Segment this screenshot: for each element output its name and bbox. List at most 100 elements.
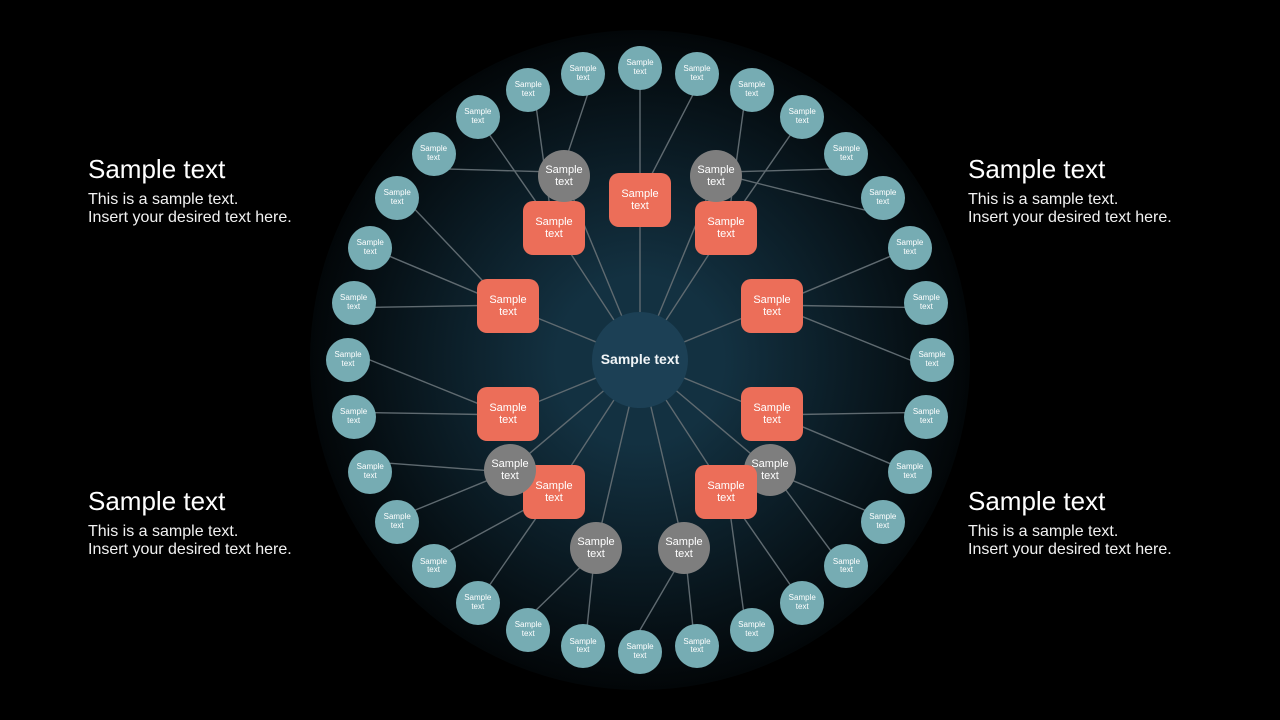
mid-node-10: Sample text [477,387,539,441]
outer-node-17-label: Sample text [565,638,601,656]
outer-node-19: Sample text [456,581,500,625]
outer-node-9: Sample text [904,395,948,439]
outer-node-22: Sample text [348,450,392,494]
outer-node-2-label: Sample text [734,81,770,99]
outer-node-22-label: Sample text [352,463,388,481]
mid-node-12-label: Sample text [527,216,581,240]
outer-node-7: Sample text [904,281,948,325]
outer-node-18: Sample text [506,608,550,652]
mid-node-3: Sample text [741,387,803,441]
outer-node-25-label: Sample text [336,294,372,312]
mid-node-11-label: Sample text [481,294,535,318]
outer-node-13: Sample text [780,581,824,625]
mid-node-13-label: Sample text [542,164,586,188]
mid-node-0: Sample text [609,173,671,227]
outer-node-4-label: Sample text [828,145,864,163]
mid-node-6-label: Sample text [662,536,706,560]
outer-node-16: Sample text [618,630,662,674]
outer-node-10-label: Sample text [892,463,928,481]
outer-node-20: Sample text [412,544,456,588]
outer-node-29-label: Sample text [460,108,496,126]
outer-node-27: Sample text [375,176,419,220]
mid-node-14: Sample text [690,150,742,202]
outer-node-23: Sample text [332,395,376,439]
outer-node-4: Sample text [824,132,868,176]
outer-node-5: Sample text [861,176,905,220]
caption-1-title: Sample text [968,154,1172,185]
mid-node-12: Sample text [523,201,585,255]
outer-node-11: Sample text [861,500,905,544]
outer-node-21: Sample text [375,500,419,544]
outer-node-20-label: Sample text [416,558,452,576]
outer-node-6: Sample text [888,226,932,270]
center-node: Sample text [592,312,688,408]
mid-node-2-label: Sample text [745,294,799,318]
mid-node-5: Sample text [695,465,757,519]
outer-node-14: Sample text [730,608,774,652]
outer-node-30: Sample text [506,68,550,112]
outer-node-23-label: Sample text [336,408,372,426]
outer-node-9-label: Sample text [908,408,944,426]
outer-node-16-label: Sample text [622,643,658,661]
outer-node-1-label: Sample text [679,65,715,83]
outer-node-27-label: Sample text [379,189,415,207]
outer-node-14-label: Sample text [734,621,770,639]
mid-node-5-label: Sample text [699,480,753,504]
outer-node-26-label: Sample text [352,239,388,257]
caption-2-body: This is a sample text. Insert your desir… [968,523,1172,559]
outer-node-10: Sample text [888,450,932,494]
outer-node-8: Sample text [910,338,954,382]
outer-node-25: Sample text [332,281,376,325]
outer-node-7-label: Sample text [908,294,944,312]
caption-0-title: Sample text [88,154,292,185]
mid-node-7-label: Sample text [574,536,618,560]
caption-1: Sample text This is a sample text. Insert… [968,154,1172,227]
caption-0-body: This is a sample text. Insert your desir… [88,191,292,227]
outer-node-29: Sample text [456,95,500,139]
outer-node-0-label: Sample text [622,59,658,77]
mid-node-13: Sample text [538,150,590,202]
outer-node-28-label: Sample text [416,145,452,163]
outer-node-8-label: Sample text [914,351,950,369]
outer-node-12-label: Sample text [828,558,864,576]
caption-2: Sample text This is a sample text. Insert… [968,486,1172,559]
caption-1-body: This is a sample text. Insert your desir… [968,191,1172,227]
outer-node-2: Sample text [730,68,774,112]
outer-node-5-label: Sample text [865,189,901,207]
outer-node-0: Sample text [618,46,662,90]
mid-node-14-label: Sample text [694,164,738,188]
mid-node-8-label: Sample text [527,480,581,504]
mid-node-0-label: Sample text [613,188,667,212]
outer-node-18-label: Sample text [510,621,546,639]
mid-node-3-label: Sample text [745,402,799,426]
outer-node-13-label: Sample text [784,594,820,612]
mid-node-9-label: Sample text [488,458,532,482]
outer-node-26: Sample text [348,226,392,270]
outer-node-31-label: Sample text [565,65,601,83]
caption-0: Sample text This is a sample text. Insert… [88,154,292,227]
diagram-stage: Sample text Sample text Sample text Sample … [0,0,1280,720]
outer-node-19-label: Sample text [460,594,496,612]
caption-2-title: Sample text [968,486,1172,517]
outer-node-15: Sample text [675,624,719,668]
mid-node-1: Sample text [695,201,757,255]
outer-node-30-label: Sample text [510,81,546,99]
outer-node-17: Sample text [561,624,605,668]
outer-node-31: Sample text [561,52,605,96]
outer-node-11-label: Sample text [865,513,901,531]
outer-node-6-label: Sample text [892,239,928,257]
mid-node-10-label: Sample text [481,402,535,426]
mid-node-1-label: Sample text [699,216,753,240]
mid-node-11: Sample text [477,279,539,333]
outer-node-21-label: Sample text [379,513,415,531]
mid-node-2: Sample text [741,279,803,333]
outer-node-28: Sample text [412,132,456,176]
caption-3-title: Sample text [88,486,292,517]
mid-node-6: Sample text [658,522,710,574]
center-node-label: Sample text [601,352,680,367]
outer-node-1: Sample text [675,52,719,96]
outer-node-24-label: Sample text [330,351,366,369]
outer-node-3: Sample text [780,95,824,139]
caption-3: Sample textThis is a sample text. Insert… [88,486,292,559]
mid-node-9: Sample text [484,444,536,496]
